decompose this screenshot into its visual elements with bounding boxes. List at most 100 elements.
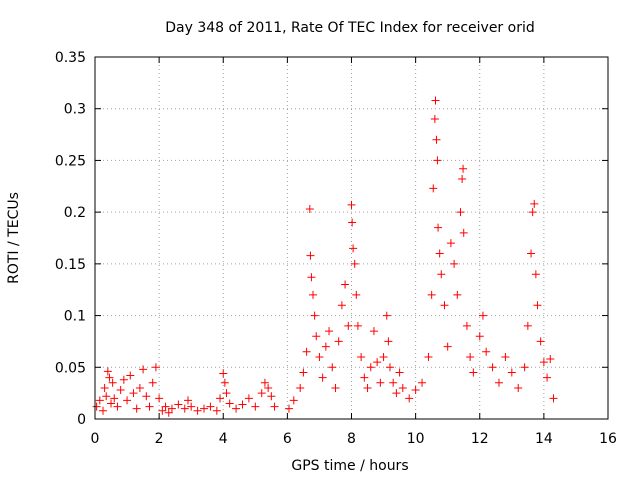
data-point-marker [193,406,202,415]
data-point-marker [260,378,269,387]
y-tick-label: 0 [77,412,86,428]
data-point-marker [531,270,540,279]
data-point-marker [306,251,315,260]
data-point-marker [151,363,160,372]
x-tick-label: 12 [471,431,489,447]
data-point-marker [456,208,465,217]
data-point-marker [337,301,346,310]
data-point-marker [528,208,537,217]
data-point-marker [180,404,189,413]
x-tick-label: 6 [283,431,292,447]
data-point-marker [440,301,449,310]
data-point-marker [100,383,109,392]
data-point-marker [427,290,436,299]
x-tick-label: 14 [535,431,553,447]
data-point-marker [105,373,114,382]
x-tick-label: 2 [155,431,164,447]
data-point-marker [126,371,135,380]
data-point-marker [347,200,356,209]
x-tick-label: 4 [219,431,228,447]
y-tick-label: 0.05 [55,360,86,376]
data-point-marker [475,332,484,341]
data-point-marker [482,347,491,356]
data-point-marker [536,337,545,346]
y-tick-label: 0.25 [55,153,86,169]
data-point-marker [107,399,116,408]
data-point-marker [434,223,443,232]
data-point-marker [244,394,253,403]
data-point-marker [158,406,167,415]
data-point-marker [488,363,497,372]
data-point-marker [385,363,394,372]
data-point-marker [424,352,433,361]
data-point-marker [379,352,388,361]
data-point-marker [310,311,319,320]
data-point-marker [429,184,438,193]
data-point-marker [328,363,337,372]
data-point-marker [369,327,378,336]
data-point-marker [431,96,440,105]
data-point-marker [478,311,487,320]
x-tick-label: 16 [599,431,617,447]
data-point-marker [305,205,314,214]
data-point-marker [435,249,444,258]
y-tick-label: 0.2 [64,205,86,221]
data-point-marker [363,383,372,392]
data-point-marker [405,394,414,403]
data-point-marker [102,392,111,401]
data-point-marker [232,404,241,413]
data-point-marker [433,156,442,165]
data-point-marker [264,383,273,392]
y-tick-label: 0.35 [55,50,86,66]
data-point-marker [501,352,510,361]
data-point-marker [520,363,529,372]
data-point-marker [382,311,391,320]
data-point-marker [220,378,229,387]
data-point-marker [315,352,324,361]
data-layer [92,96,558,417]
data-point-marker [129,389,138,398]
data-point-marker [366,363,375,372]
data-point-marker [110,394,119,403]
data-point-marker [183,396,192,405]
data-point-marker [325,327,334,336]
chart-title: Day 348 of 2011, Rate Of TEC Index for r… [165,20,534,36]
y-tick-label: 0.1 [64,309,86,325]
data-point-marker [458,175,467,184]
data-point-marker [148,378,157,387]
data-point-marker [307,273,316,282]
data-point-marker [212,406,221,415]
data-point-marker [443,342,452,351]
data-point-marker [376,378,385,387]
data-point-marker [95,396,104,405]
data-point-marker [132,404,141,413]
data-point-marker [384,337,393,346]
data-point-marker [373,358,382,367]
data-point-marker [155,394,164,403]
data-point-marker [225,399,234,408]
data-point-marker [296,383,305,392]
data-point-marker [318,373,327,382]
data-point-marker [539,358,548,367]
data-point-marker [302,347,311,356]
data-point-marker [450,259,459,268]
data-point-marker [174,400,183,409]
data-point-marker [108,378,117,387]
data-point-marker [349,244,358,253]
data-point-marker [116,386,125,395]
data-point-marker [543,373,552,382]
data-point-marker [312,332,321,341]
data-point-marker [200,404,209,413]
data-point-marker [145,402,154,411]
data-point-marker [113,402,122,411]
data-point-marker [430,115,439,124]
data-point-marker [331,383,340,392]
data-point-marker [289,396,298,405]
data-point-marker [418,378,427,387]
data-point-marker [392,389,401,398]
data-point-marker [432,135,441,144]
data-point-marker [123,396,132,405]
data-point-marker [334,337,343,346]
data-point-marker [92,402,101,411]
